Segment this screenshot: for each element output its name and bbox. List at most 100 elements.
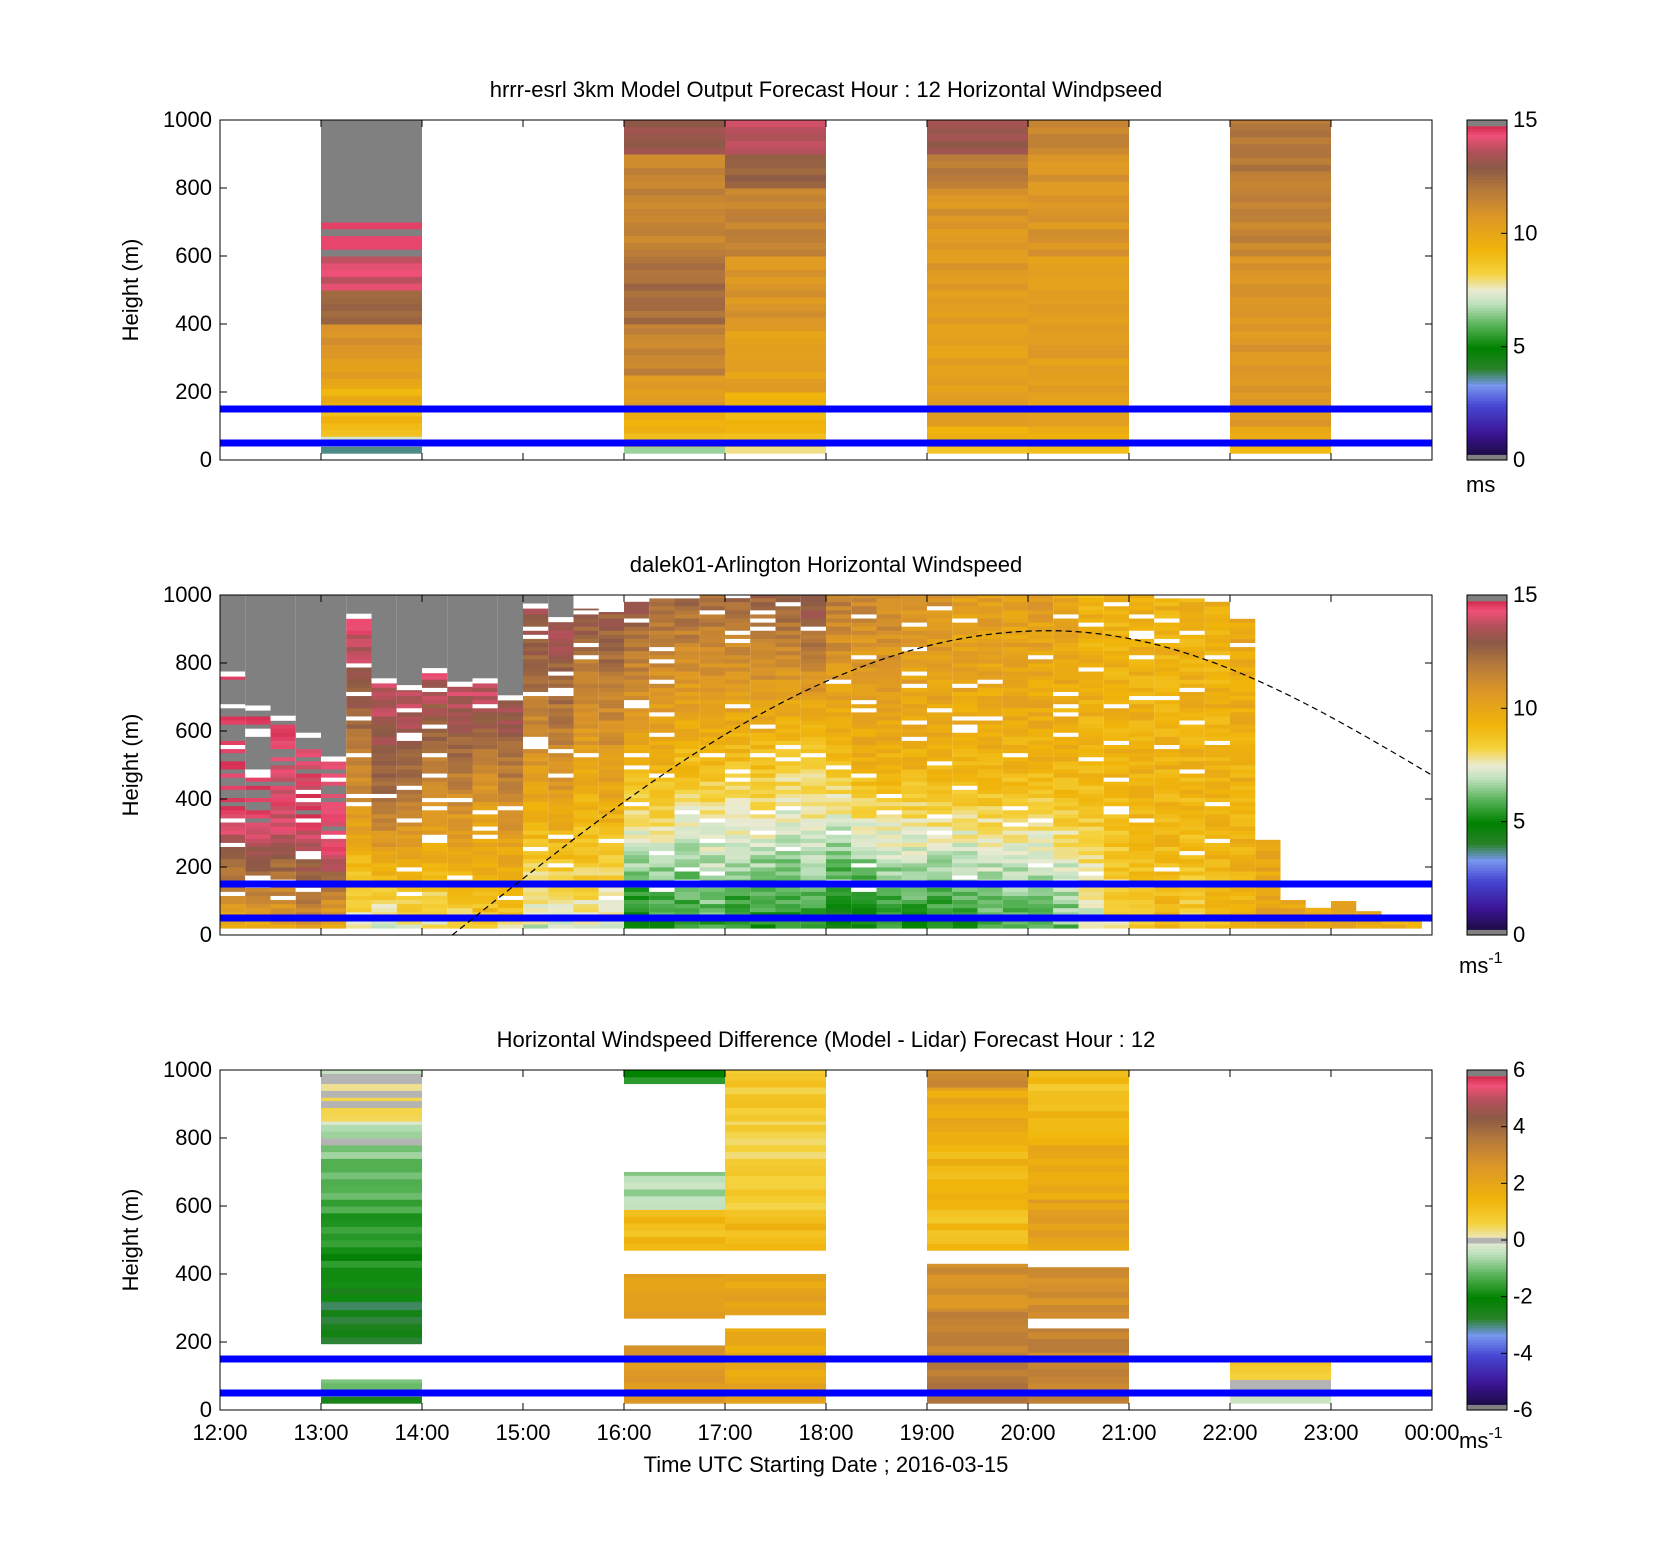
heatmap-cell: [321, 1206, 422, 1214]
heatmap-cell: [977, 903, 1003, 909]
heatmap-cell: [927, 208, 1028, 216]
heatmap-cell: [901, 773, 927, 778]
heatmap-cell: [422, 809, 448, 815]
heatmap-cell: [1028, 1338, 1129, 1346]
heatmap-cell: [699, 858, 725, 864]
heatmap-cell: [901, 838, 927, 843]
heatmap-cell: [876, 760, 902, 766]
heatmap-cell: [573, 777, 599, 782]
heatmap-cell: [1103, 740, 1129, 745]
colorbar-cell: [1467, 733, 1507, 738]
heatmap-cell: [725, 1202, 826, 1210]
heatmap-cell: [472, 683, 498, 688]
heatmap-cell: [1179, 679, 1205, 684]
heatmap-cell: [523, 842, 549, 847]
heatmap-cell: [851, 650, 877, 656]
heatmap-cell: [901, 887, 927, 892]
heatmap-cell: [1028, 891, 1054, 896]
heatmap-cell: [447, 875, 473, 880]
heatmap-cell: [725, 1151, 826, 1159]
heatmap-cell: [447, 740, 473, 745]
heatmap-cell: [851, 691, 877, 697]
heatmap-cell: [1154, 711, 1180, 717]
heatmap-cell: [472, 752, 498, 758]
heatmap-cell: [674, 867, 700, 872]
heatmap-cell: [598, 724, 624, 729]
heatmap-cell: [396, 842, 422, 847]
heatmap-cell: [800, 740, 826, 745]
heatmap-cell: [1230, 711, 1256, 717]
heatmap-cell: [1103, 797, 1129, 803]
heatmap-cell: [1053, 711, 1079, 717]
heatmap-cell: [1028, 1229, 1129, 1238]
heatmap-cell: [927, 351, 1028, 359]
heatmap-cell: [1002, 630, 1028, 635]
heatmap-cell: [699, 911, 725, 917]
heatmap-cell: [371, 720, 397, 725]
heatmap-cell: [270, 818, 296, 823]
heatmap-cell: [447, 773, 473, 778]
heatmap-cell: [548, 907, 574, 913]
heatmap-cell: [977, 614, 1003, 619]
heatmap-cell: [927, 716, 953, 721]
heatmap-cell: [674, 805, 700, 811]
heatmap-cell: [346, 732, 372, 737]
heatmap-cell: [1028, 760, 1054, 766]
heatmap-cell: [1103, 638, 1129, 643]
heatmap-cell: [270, 846, 296, 852]
heatmap-cell: [245, 748, 271, 754]
colorbar-cell: [1467, 1177, 1507, 1182]
heatmap-cell: [1255, 839, 1281, 843]
heatmap-cell: [952, 724, 978, 729]
colorbar-cell: [1467, 1087, 1507, 1091]
heatmap-cell: [371, 683, 397, 688]
heatmap-cell: [447, 732, 473, 737]
colorbar-cell: [1467, 1132, 1507, 1136]
heatmap-cell: [750, 732, 776, 737]
colorbar-cell: [1467, 816, 1507, 820]
heatmap-cell: [1028, 658, 1054, 664]
heatmap-cell: [750, 903, 776, 909]
colorbar-cell: [1467, 838, 1507, 843]
heatmap-cell: [800, 871, 826, 876]
heatmap-cell: [927, 1192, 1028, 1200]
heatmap-cell: [1078, 695, 1104, 701]
colorbar-cell: [1467, 437, 1507, 441]
heatmap-cell: [1230, 337, 1331, 345]
panel-difference: Horizontal Windspeed Difference (Model -…: [118, 1027, 1533, 1453]
heatmap-cell: [321, 201, 422, 209]
heatmap-cell: [977, 813, 1003, 819]
heatmap-cell: [927, 650, 953, 656]
heatmap-cell: [220, 699, 246, 705]
heatmap-cell: [321, 283, 422, 291]
colorbar-cell: [1467, 443, 1507, 447]
heatmap-cell: [952, 622, 978, 627]
heatmap-cell: [851, 752, 877, 758]
heatmap-cell: [725, 1216, 826, 1224]
heatmap-cell: [826, 597, 852, 603]
heatmap-cell: [1129, 667, 1155, 672]
heatmap-cell: [851, 899, 877, 905]
heatmap-cell: [1028, 1236, 1129, 1244]
heatmap-cell: [674, 642, 700, 648]
heatmap-cell: [927, 1301, 1028, 1309]
heatmap-cell: [1154, 830, 1180, 835]
heatmap-cell: [851, 595, 877, 599]
heatmap-cell: [851, 646, 877, 652]
heatmap-cell: [1154, 601, 1180, 607]
heatmap-cell: [977, 663, 1003, 668]
heatmap-cell: [1053, 858, 1079, 864]
heatmap-cell: [624, 1202, 725, 1210]
heatmap-cell: [1204, 813, 1230, 819]
heatmap-cell: [1230, 181, 1331, 189]
heatmap-cell: [1028, 1376, 1129, 1384]
heatmap-cell: [295, 903, 321, 909]
heatmap-cell: [548, 818, 574, 823]
colorbar-cell: [1467, 929, 1507, 933]
heatmap-cell: [447, 699, 473, 705]
heatmap-cell: [321, 126, 422, 135]
heatmap-cell: [624, 446, 725, 454]
y-tick-label: 800: [175, 650, 212, 675]
heatmap-cell: [422, 683, 448, 688]
heatmap-cell: [523, 903, 549, 909]
